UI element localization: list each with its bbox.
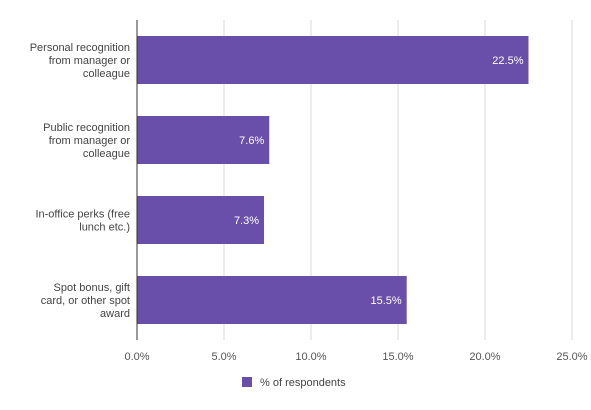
bar bbox=[137, 36, 529, 84]
legend-label: % of respondents bbox=[260, 377, 346, 389]
category-label: Spot bonus, gift card, or other spot award bbox=[41, 282, 130, 320]
x-tick-label: 20.0% bbox=[469, 351, 500, 363]
bar-data-label: 15.5% bbox=[370, 295, 401, 307]
bar-data-label: 22.5% bbox=[492, 55, 523, 67]
x-tick-label: 0.0% bbox=[124, 351, 149, 363]
category-label: In-office perks (free lunch etc.) bbox=[35, 209, 130, 234]
x-tick-labels: 0.0% 5.0% 10.0% 15.0% 20.0% 25.0% bbox=[124, 351, 587, 363]
category-labels: Personal recognition from manager or colle… bbox=[30, 42, 131, 320]
bar bbox=[137, 116, 270, 164]
legend-swatch bbox=[242, 377, 252, 387]
legend: % of respondents bbox=[242, 377, 346, 389]
bar bbox=[137, 196, 265, 244]
x-tick-label: 10.0% bbox=[295, 351, 326, 363]
bars bbox=[137, 36, 529, 324]
bar-data-label: 7.3% bbox=[234, 215, 259, 227]
category-label: Public recognition from manager or colleag… bbox=[43, 122, 130, 160]
category-label: Personal recognition from manager or colle… bbox=[30, 42, 131, 80]
bar bbox=[137, 276, 407, 324]
data-labels: 22.5% 7.6% 7.3% 15.5% bbox=[234, 55, 524, 307]
bar-data-label: 7.6% bbox=[239, 135, 264, 147]
x-tick-label: 5.0% bbox=[211, 351, 236, 363]
x-tick-label: 15.0% bbox=[382, 351, 413, 363]
x-tick-label: 25.0% bbox=[556, 351, 587, 363]
